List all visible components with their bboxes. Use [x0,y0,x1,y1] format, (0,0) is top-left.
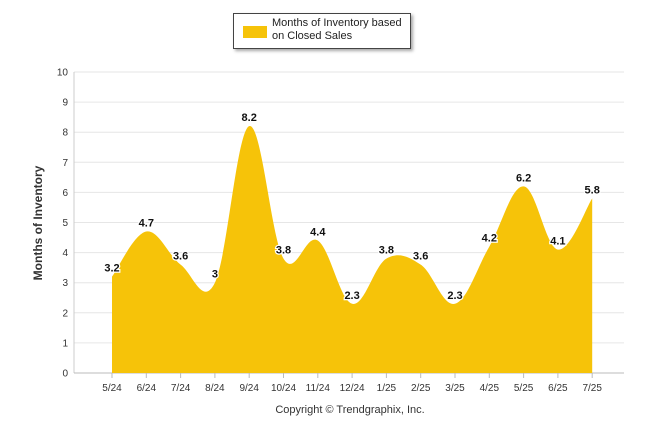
data-label: 2.3 [447,290,462,302]
x-axis: 5/24 6/24 7/24 8/24 9/24 10/24 11/24 12/24 1/25 2… [102,373,602,394]
y-tick-label: 8 [62,128,68,139]
data-label: 3.6 [173,251,188,263]
data-label: 3.6 [413,251,428,263]
y-tick-label: 1 [62,338,68,349]
x-tick-label: 6/24 [137,383,157,394]
y-tick-label: 10 [57,68,69,79]
x-tick-label: 7/25 [582,383,602,394]
y-tick-label: 9 [62,98,68,109]
y-tick-label: 6 [62,188,68,199]
x-tick-label: 4/25 [480,383,500,394]
data-label: 4.2 [482,233,497,245]
x-tick-label: 6/25 [548,383,568,394]
x-tick-label: 8/24 [205,383,225,394]
series-area [112,126,593,373]
data-label: 4.4 [310,227,326,239]
data-label: 3.8 [379,245,394,257]
y-tick-label: 0 [62,369,68,380]
data-label: 4.1 [550,236,565,248]
data-label: 3.8 [276,245,291,257]
y-tick-label: 2 [62,308,68,319]
x-tick-label: 2/25 [411,383,431,394]
legend-label-line-2: on Closed Sales [272,30,353,42]
y-axis-title: Months of Inventory [31,165,45,280]
data-label: 8.2 [242,112,257,124]
data-label: 3.2 [104,263,119,275]
copyright-footer: Copyright © Trendgraphix, Inc. [275,404,424,416]
x-tick-label: 9/24 [239,383,259,394]
x-tick-label: 11/24 [306,383,331,394]
legend-label: Months of Inventory based on Closed Sale… [272,17,408,43]
legend-label-line-1: Months of Inventory based [272,17,402,29]
legend-swatch [243,26,267,38]
y-tick-label: 5 [62,218,68,229]
data-label: 4.7 [139,218,154,230]
data-label: 5.8 [585,184,600,196]
x-tick-label: 12/24 [340,383,365,394]
x-tick-label: 7/24 [171,383,191,394]
data-labels: 3.2 4.7 3.6 3 8.2 3.8 4.4 2.3 3.8 3.6 2.3 4.2 6.2 4.1… [103,111,601,303]
y-tick-label: 4 [62,248,68,259]
x-tick-label: 1/25 [377,383,397,394]
legend: Months of Inventory based on Closed Sale… [233,13,411,49]
y-tick-label: 3 [62,278,68,289]
data-label: 6.2 [516,172,531,184]
x-tick-label: 5/24 [102,383,122,394]
data-label: 3 [212,269,218,281]
x-tick-label: 3/25 [445,383,465,394]
y-tick-label: 7 [62,158,68,169]
x-tick-label: 10/24 [271,383,296,394]
data-label: 2.3 [344,290,359,302]
x-tick-label: 5/25 [514,383,534,394]
